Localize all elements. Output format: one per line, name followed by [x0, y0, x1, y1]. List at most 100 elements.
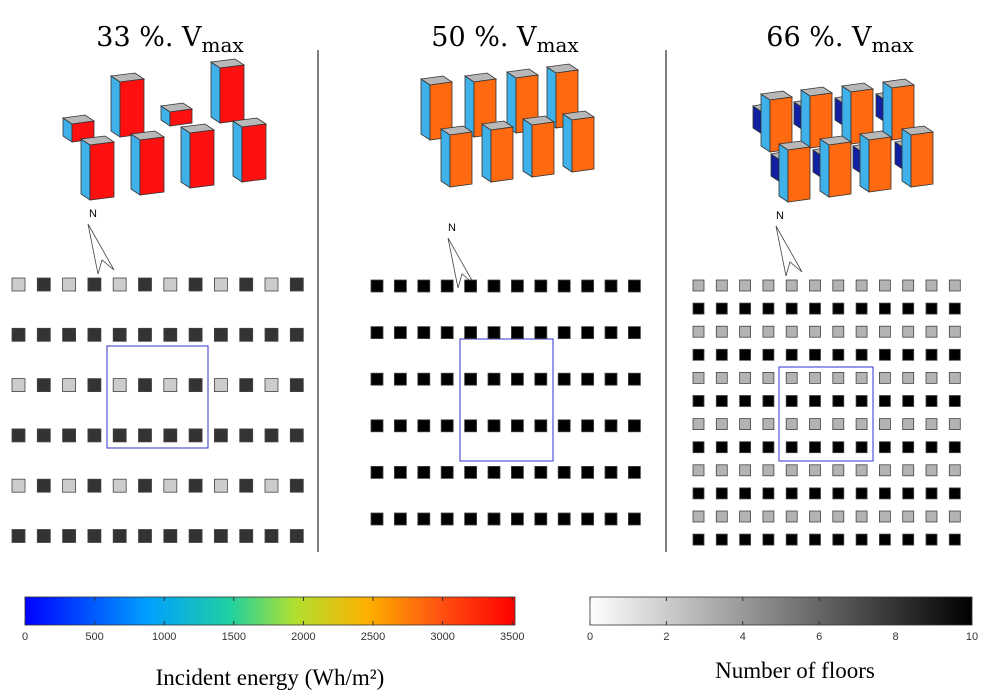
floor-cell: [786, 511, 797, 522]
floor-cell: [833, 511, 844, 522]
floor-cell: [879, 511, 890, 522]
floor-cell: [740, 511, 751, 522]
north-label: N: [448, 222, 456, 234]
floor-cell: [833, 396, 844, 407]
floor-cell: [949, 534, 960, 545]
building-front: [220, 65, 244, 123]
floor-cell: [214, 328, 227, 341]
floor-cell: [465, 280, 477, 292]
floor-cell: [265, 429, 278, 442]
tick-label: 0: [22, 631, 28, 643]
floor-cell: [628, 373, 640, 385]
floor-cell: [511, 373, 523, 385]
floor-cell: [394, 420, 406, 432]
floor-cell: [949, 465, 960, 476]
floor-cell: [164, 429, 177, 442]
floor-cell: [926, 488, 937, 499]
tick-label: 0: [587, 631, 593, 643]
floor-cell: [903, 396, 914, 407]
floor-cell: [763, 534, 774, 545]
floor-cell: [189, 479, 202, 492]
floor-cell: [511, 513, 523, 525]
floor-cell: [290, 530, 303, 543]
floor-cell: [265, 379, 278, 392]
floor-cell: [879, 465, 890, 476]
floor-cell: [240, 479, 253, 492]
floor-cell: [488, 513, 500, 525]
floor-cell: [418, 466, 430, 478]
floor-cell: [628, 513, 640, 525]
floor-cell: [189, 429, 202, 442]
tick-label: 4: [740, 631, 746, 643]
floor-cell: [164, 530, 177, 543]
floor-cell: [441, 280, 453, 292]
floor-cell: [12, 479, 25, 492]
floor-cell: [488, 280, 500, 292]
floor-cell: [558, 327, 570, 339]
floor-cell: [879, 372, 890, 383]
floor-cell: [903, 280, 914, 291]
floor-cell: [903, 465, 914, 476]
floor-cell: [139, 278, 152, 291]
floor-cell: [441, 466, 453, 478]
floor-cell: [879, 349, 890, 360]
building-front: [869, 137, 891, 192]
selection-box: [460, 339, 553, 461]
floor-cell: [949, 326, 960, 337]
floor-cell: [693, 303, 704, 314]
building-side: [902, 129, 911, 187]
floor-cell: [394, 513, 406, 525]
floor-cell: [290, 479, 303, 492]
floor-cell: [693, 349, 704, 360]
floor-cell: [441, 327, 453, 339]
floor-cell: [214, 429, 227, 442]
floor-cell: [810, 465, 821, 476]
floor-cell: [582, 327, 594, 339]
panel-title: 33 %. Vmax: [96, 22, 244, 57]
tick-label: 2000: [291, 631, 315, 643]
floor-cell: [418, 327, 430, 339]
floor-cell: [949, 488, 960, 499]
panel-title-sub: max: [537, 33, 580, 57]
building-side: [801, 90, 810, 148]
floor-cell: [418, 280, 430, 292]
floor-cell: [605, 327, 617, 339]
floor-cell: [240, 429, 253, 442]
floor-cell: [371, 373, 383, 385]
floor-cell: [63, 429, 76, 442]
floor-cell: [511, 327, 523, 339]
north-label: N: [776, 210, 784, 222]
floor-cell: [763, 326, 774, 337]
floor-cell: [605, 420, 617, 432]
building-side: [779, 144, 788, 202]
floor-cell: [139, 530, 152, 543]
floor-cell: [693, 534, 704, 545]
floor-cell: [394, 280, 406, 292]
floor-cell: [879, 534, 890, 545]
floor-cell: [879, 280, 890, 291]
north-label: N: [89, 208, 97, 220]
floor-cell: [88, 328, 101, 341]
floor-cell: [394, 373, 406, 385]
floor-cell: [856, 280, 867, 291]
floor-cell: [763, 442, 774, 453]
floor-cell: [418, 420, 430, 432]
building-front: [190, 130, 214, 188]
floor-cell: [164, 328, 177, 341]
floor-cell: [763, 349, 774, 360]
panel-title-main: 66 %. V: [766, 22, 872, 53]
floor-cell: [926, 372, 937, 383]
building-front: [788, 147, 810, 202]
floor-cell: [833, 534, 844, 545]
floor-cell: [879, 442, 890, 453]
floor-cell: [949, 511, 960, 522]
panel-title-main: 50 %. V: [431, 22, 537, 53]
building-side: [233, 121, 242, 182]
floor-cell: [371, 327, 383, 339]
floor-cell: [763, 280, 774, 291]
floor-cell: [926, 349, 937, 360]
floor-cell: [833, 419, 844, 430]
floor-cell: [856, 326, 867, 337]
floor-cell: [926, 534, 937, 545]
floor-cell: [856, 511, 867, 522]
